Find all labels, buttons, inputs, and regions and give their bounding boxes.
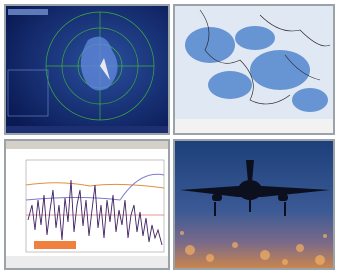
radar-window: [4, 4, 170, 135]
sky: [175, 141, 333, 268]
chart-window: [4, 139, 170, 270]
map-window: [173, 4, 335, 135]
toolbar: [6, 141, 168, 149]
screenshot-collage: [0, 0, 338, 273]
photo-window: [173, 139, 335, 270]
status-bar: [6, 126, 168, 133]
controls: [6, 256, 168, 268]
caption-area: [175, 119, 333, 133]
toolbar: [8, 9, 48, 15]
highlight-band: [34, 241, 76, 249]
page: (() => { const data = JSON.parse(documen…: [0, 0, 338, 273]
